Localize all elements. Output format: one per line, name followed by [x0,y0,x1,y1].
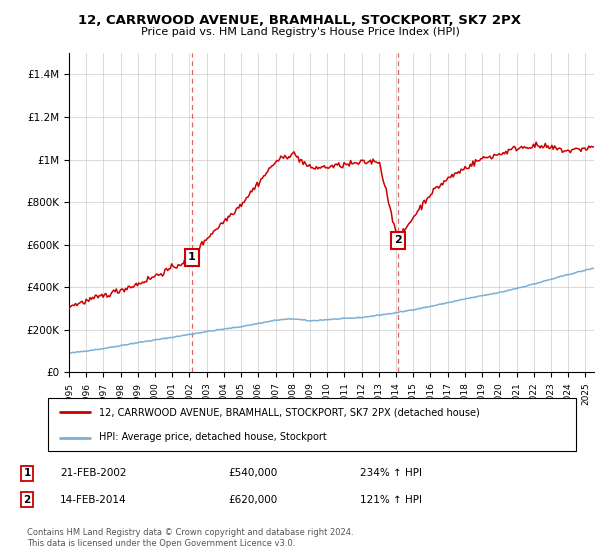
Text: 14-FEB-2014: 14-FEB-2014 [60,494,127,505]
Text: Price paid vs. HM Land Registry's House Price Index (HPI): Price paid vs. HM Land Registry's House … [140,27,460,37]
Text: 2: 2 [394,235,402,245]
Text: 2: 2 [23,494,31,505]
Text: 1: 1 [23,468,31,478]
Text: 234% ↑ HPI: 234% ↑ HPI [360,468,422,478]
Text: 1: 1 [188,253,196,263]
Text: £540,000: £540,000 [228,468,277,478]
Text: 12, CARRWOOD AVENUE, BRAMHALL, STOCKPORT, SK7 2PX (detached house): 12, CARRWOOD AVENUE, BRAMHALL, STOCKPORT… [99,408,480,418]
Text: 12, CARRWOOD AVENUE, BRAMHALL, STOCKPORT, SK7 2PX: 12, CARRWOOD AVENUE, BRAMHALL, STOCKPORT… [79,14,521,27]
Text: £620,000: £620,000 [228,494,277,505]
Text: 121% ↑ HPI: 121% ↑ HPI [360,494,422,505]
Text: Contains HM Land Registry data © Crown copyright and database right 2024.
This d: Contains HM Land Registry data © Crown c… [27,528,353,548]
Text: HPI: Average price, detached house, Stockport: HPI: Average price, detached house, Stoc… [99,432,327,442]
Text: 21-FEB-2002: 21-FEB-2002 [60,468,127,478]
